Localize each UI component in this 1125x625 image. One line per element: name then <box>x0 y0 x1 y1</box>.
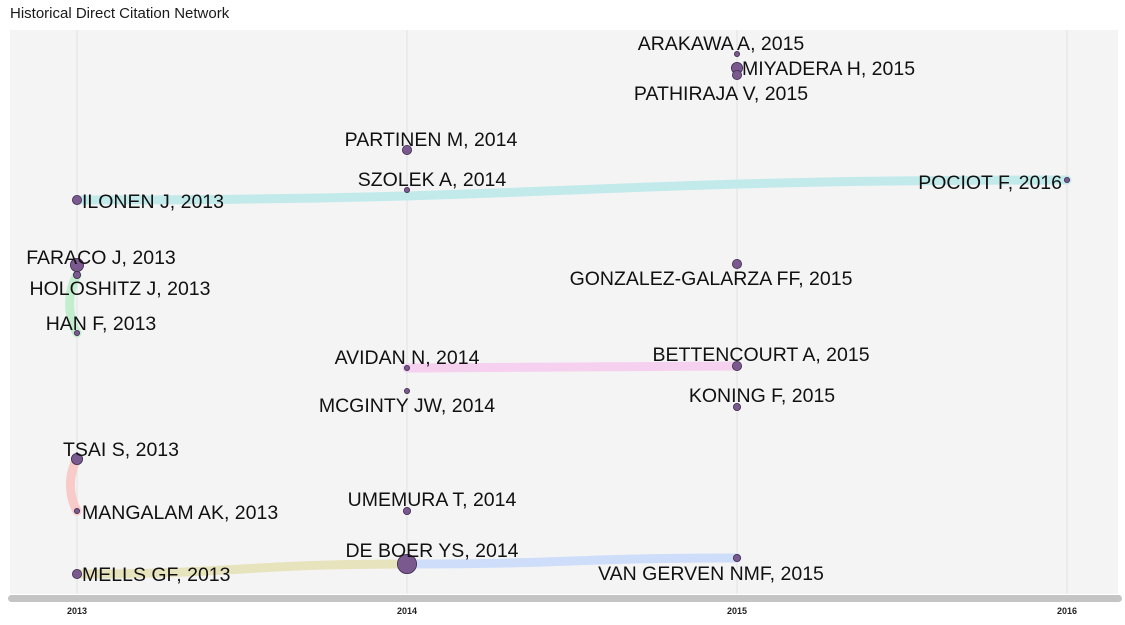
edge-holoshitz-to-han <box>65 270 82 338</box>
node-partinen <box>401 144 412 155</box>
label-mcginty: MCGINTY JW, 2014 <box>319 395 495 417</box>
label-miyadera: MIYADERA H, 2015 <box>742 58 915 80</box>
label-gonzalez: GONZALEZ-GALARZA FF, 2015 <box>570 268 853 290</box>
paper-nodes <box>70 51 1071 580</box>
node-umemura <box>402 506 411 515</box>
citation-links <box>65 67 1072 579</box>
label-pociot: POCIOT F, 2016 <box>918 172 1062 194</box>
node-gonzalez <box>732 258 743 269</box>
node-han <box>74 329 81 336</box>
node-mcginty <box>403 387 410 394</box>
label-partinen: PARTINEN M, 2014 <box>345 129 518 151</box>
label-tsai: TSAI S, 2013 <box>63 439 179 461</box>
paper-labels: ARAKAWA A, 2015 MIYADERA H, 2015 PATHIRAJA… <box>26 33 1062 586</box>
node-tsai <box>71 452 84 465</box>
node-holoshitz <box>73 270 82 279</box>
node-arakawa <box>734 51 741 58</box>
node-avidan <box>403 364 410 371</box>
x-tick-2016: 2016 <box>1057 606 1077 616</box>
label-faraco: FARACO J, 2013 <box>26 247 176 269</box>
label-arakawa: ARAKAWA A, 2015 <box>638 33 805 55</box>
node-pociot <box>1064 176 1071 183</box>
edge-pociot-to-ilonen <box>72 175 1072 205</box>
x-tick-2013: 2013 <box>67 606 87 616</box>
edge-bettencourt-to-avidan <box>402 361 742 373</box>
node-szolek <box>403 186 410 193</box>
chart-title: Historical Direct Citation Network <box>10 5 230 22</box>
label-pathiraja: PATHIRAJA V, 2015 <box>634 83 808 105</box>
node-mells <box>72 569 83 580</box>
node-vangerven <box>733 554 742 563</box>
label-ilonen: ILONEN J, 2013 <box>82 191 224 213</box>
label-umemura: UMEMURA T, 2014 <box>348 489 517 511</box>
label-holoshitz: HOLOSHITZ J, 2013 <box>30 278 211 300</box>
x-axis-bar <box>8 595 1122 602</box>
label-deboer: DE BOER YS, 2014 <box>345 540 518 562</box>
label-bettencourt: BETTENCOURT A, 2015 <box>652 344 869 366</box>
label-han: HAN F, 2013 <box>46 313 157 335</box>
node-koning <box>733 402 742 411</box>
label-vangerven: VAN GERVEN NMF, 2015 <box>598 563 824 585</box>
node-pathiraja <box>732 70 743 81</box>
label-avidan: AVIDAN N, 2014 <box>335 347 480 369</box>
label-szolek: SZOLEK A, 2014 <box>358 169 507 191</box>
x-tick-2015: 2015 <box>727 606 747 616</box>
label-mells: MELLS GF, 2013 <box>82 564 231 586</box>
plot-panel <box>10 30 1118 594</box>
node-deboer <box>396 554 417 575</box>
node-mangalam <box>74 507 81 514</box>
x-axis-ticks: 2013 2014 2015 2016 <box>67 606 1077 616</box>
edge-deboer-to-mells <box>72 559 412 579</box>
node-ilonen <box>72 194 83 205</box>
label-mangalam: MANGALAM AK, 2013 <box>82 502 278 524</box>
x-tick-2014: 2014 <box>397 606 417 616</box>
edge-vangerven-to-deboer <box>402 553 742 569</box>
node-bettencourt <box>732 360 743 371</box>
label-koning: KONING F, 2015 <box>689 385 835 407</box>
